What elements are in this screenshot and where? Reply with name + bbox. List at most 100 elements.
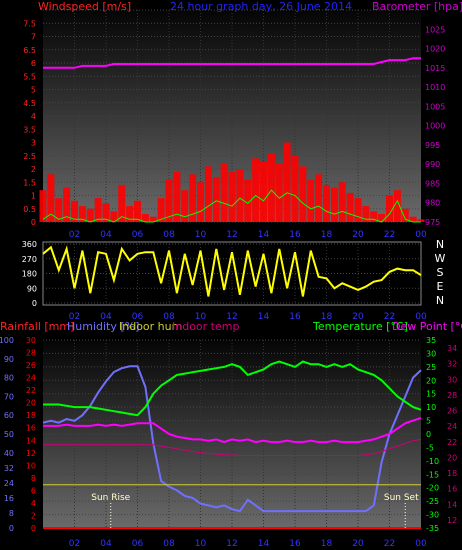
wind-y-tick: 0 xyxy=(31,218,36,227)
wind-x-axis-labels: 02 04 06 08 10 12 14 16 18 20 22 00 xyxy=(69,230,427,240)
indoor-temp-tick: 20 xyxy=(447,453,457,462)
chart-title: 24 hour graph day, 26 June 2014 xyxy=(170,0,352,13)
gust-bar xyxy=(189,174,197,222)
temp-tick: 5 xyxy=(426,417,431,426)
legend-indoor-temp: Indoor temp xyxy=(172,320,239,333)
x-tick-14: 14 xyxy=(258,539,270,549)
humidity-tick: 24 xyxy=(4,479,14,488)
barometer-line xyxy=(43,57,421,69)
barometer-axis-labels: 975 980 985 990 995 1000 1005 1010 1015 1020 1025 xyxy=(425,25,445,227)
temp-tick: -15 xyxy=(426,470,439,479)
indoor-temp-tick: 28 xyxy=(447,391,457,400)
gust-bar xyxy=(204,166,212,222)
gust-bar xyxy=(173,171,181,222)
indoor-temp-tick: 32 xyxy=(447,360,457,369)
barometer-tick: 1015 xyxy=(425,64,445,73)
gust-bar xyxy=(134,200,141,222)
humidity-tick: 70 xyxy=(4,392,14,401)
gust-bar xyxy=(149,216,157,222)
wind-grid xyxy=(43,9,421,223)
indoor_temp-line xyxy=(43,438,422,456)
gust-bar xyxy=(212,176,220,222)
gust-bar xyxy=(236,169,244,222)
gust-bar xyxy=(118,184,126,222)
humidity-tick: 32 xyxy=(4,464,14,473)
humidity-tick: 16 xyxy=(4,494,14,503)
gust-bar xyxy=(346,192,354,222)
wind-y-axis-labels: 0 0.5 1 1.5 2 2.5 3 3.5 4 4.5 5 5.5 6 6.5 7 7.5 xyxy=(23,19,36,227)
gust-bar xyxy=(307,179,315,222)
gust-bar xyxy=(94,198,102,222)
gust-bar xyxy=(260,161,267,222)
gust-bar xyxy=(386,195,393,222)
x-tick-00: 00 xyxy=(415,312,427,322)
rain-tick: 30 xyxy=(26,336,36,345)
gust-bar xyxy=(157,198,165,222)
rain-tick: 24 xyxy=(26,374,36,383)
temp-tick: 15 xyxy=(426,390,436,399)
legend-indoor-hum: Indoor hum xyxy=(119,320,182,333)
x-tick-00: 00 xyxy=(415,539,427,549)
indoor-temp-tick: 16 xyxy=(447,485,457,494)
compass-label: E xyxy=(437,280,444,293)
temp-tick: -10 xyxy=(426,457,439,466)
humidity-tick: 90 xyxy=(4,355,14,364)
humidity-tick: 60 xyxy=(4,411,14,420)
indoor-temp-tick: 12 xyxy=(447,516,457,525)
rain-tick: 16 xyxy=(26,424,36,433)
legend-dew-point: Dew Point [°C] xyxy=(392,320,462,333)
indoor-temp-tick: 14 xyxy=(447,500,457,509)
x-tick-14: 14 xyxy=(258,230,270,240)
x-tick-18: 18 xyxy=(321,230,333,240)
rain-tick: 22 xyxy=(26,386,36,395)
compass-label: W xyxy=(435,252,446,265)
gust-bar xyxy=(181,190,189,222)
temp-tick: -25 xyxy=(426,497,439,506)
x-tick-06: 06 xyxy=(132,312,144,322)
barometer-tick: 1000 xyxy=(425,122,445,131)
wind-y-tick: 7.5 xyxy=(23,19,36,28)
x-tick-08: 08 xyxy=(163,312,175,322)
rain-tick: 18 xyxy=(26,411,36,420)
x-tick-16: 16 xyxy=(289,312,301,322)
rain-tick: 12 xyxy=(26,449,36,458)
gust-bar xyxy=(244,179,252,222)
x-tick-12: 12 xyxy=(226,312,237,322)
wind-series xyxy=(39,57,425,223)
x-tick-20: 20 xyxy=(352,230,364,240)
barometer-tick: 985 xyxy=(425,179,440,188)
x-tick-16: 16 xyxy=(289,539,301,549)
rain-tick: 2 xyxy=(31,511,36,520)
temperature-line xyxy=(43,360,422,417)
legend-humidity: Humidity [%] xyxy=(67,320,139,333)
gust-bar xyxy=(110,211,118,222)
humidity-tick: 40 xyxy=(4,449,14,458)
direction-y-tick: 90 xyxy=(27,284,37,293)
x-tick-02: 02 xyxy=(69,539,80,549)
barometer-tick: 980 xyxy=(425,199,440,208)
gust-bar xyxy=(323,184,330,222)
average-line xyxy=(42,189,421,223)
gust-bar xyxy=(197,182,204,222)
wind-y-tick: 4.5 xyxy=(23,99,36,108)
barometer-tick: 995 xyxy=(425,141,440,150)
indoor-temp-tick: 26 xyxy=(447,407,457,416)
wind-y-tick: 1.5 xyxy=(23,178,36,187)
x-tick-20: 20 xyxy=(352,539,364,549)
x-tick-06: 06 xyxy=(132,539,144,549)
rain-tick: 14 xyxy=(26,436,36,445)
rain-tick: 0 xyxy=(31,524,36,533)
wind-y-tick: 0.5 xyxy=(23,205,36,214)
gust-bar xyxy=(393,190,401,222)
compass-label: N xyxy=(436,294,444,307)
humidity-tick: 100 xyxy=(0,336,14,345)
humidity-tick: 8 xyxy=(9,509,14,518)
x-tick-12: 12 xyxy=(226,539,237,549)
x-tick-06: 06 xyxy=(132,230,144,240)
rain-tick: 4 xyxy=(31,499,36,508)
gust-bar xyxy=(275,163,283,222)
temp-tick: 25 xyxy=(426,363,436,372)
wind-y-tick: 6 xyxy=(31,59,36,68)
